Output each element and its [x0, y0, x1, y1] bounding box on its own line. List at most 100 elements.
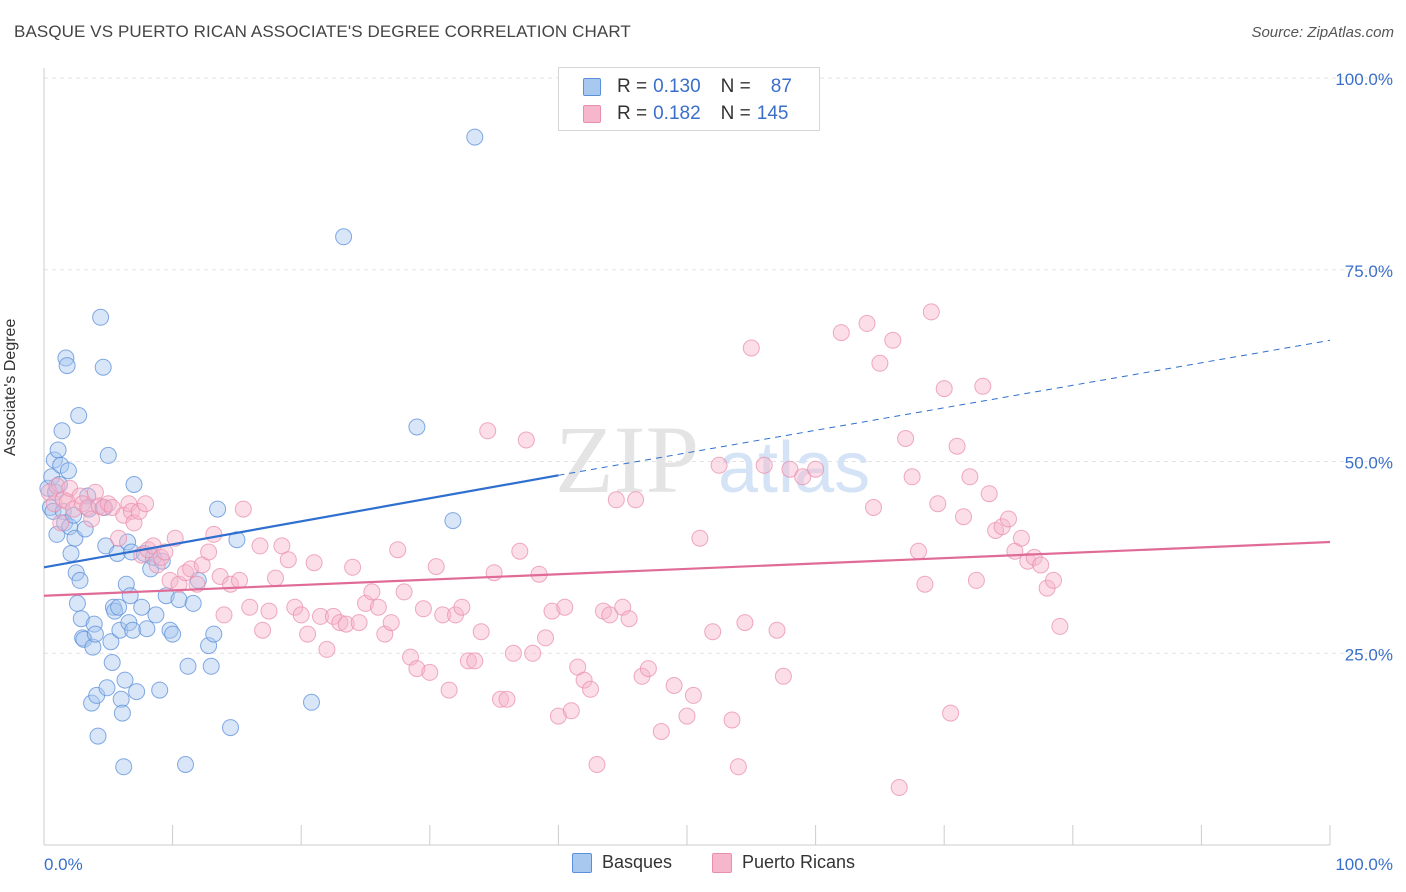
basque-point [209, 500, 227, 518]
basque-point [76, 520, 94, 538]
watermark-zip: ZIP [555, 406, 699, 513]
basques-trend-extension [558, 339, 1331, 476]
puerto-rican-point [665, 677, 683, 694]
basque-point [179, 657, 197, 675]
puerto-rican-point [884, 331, 902, 349]
basque-point [53, 422, 71, 440]
x-tick-label-100: 100.0% [1335, 855, 1393, 874]
puerto-rican-point [897, 430, 915, 447]
puerto-rican-point [453, 598, 471, 616]
puerto-rican-point [485, 564, 503, 582]
puerto-rican-point [974, 377, 992, 395]
legend-row-puerto-ricans: R = 0.182 N = 145 [583, 102, 788, 126]
basque-point [102, 633, 120, 651]
puerto-rican-point [492, 690, 509, 708]
puerto-ricans-swatch [583, 105, 601, 123]
basque-point [138, 620, 156, 638]
basque-point [466, 128, 484, 146]
basques-legend-swatch [572, 852, 592, 873]
puerto-rican-point [479, 422, 497, 440]
puerto-rican-point [408, 660, 426, 678]
basque-point [116, 671, 134, 689]
puerto-rican-point [1051, 617, 1069, 635]
basque-point [70, 407, 88, 424]
puerto-rican-point [556, 598, 574, 616]
basque-point [103, 654, 121, 671]
puerto-rican-point [161, 571, 179, 589]
y-tick-label-100: 100.0% [1335, 70, 1393, 89]
puerto-rican-point [48, 477, 66, 495]
puerto-rican-point [865, 499, 882, 516]
puerto-ricans-legend-swatch [712, 852, 732, 873]
puerto-rican-point [52, 514, 70, 532]
puerto-rican-point [1032, 556, 1050, 574]
puerto-rican-point [601, 606, 619, 624]
puerto-rican-point [267, 569, 284, 587]
puerto-rican-point [582, 680, 599, 698]
puerto-rican-point [935, 380, 953, 398]
basque-point [177, 756, 194, 773]
puerto-rican-point [774, 667, 792, 685]
puerto-ricans-n-value: 145 [756, 103, 789, 124]
puerto-rican-point [45, 495, 63, 513]
basque-point [115, 758, 133, 776]
basque-point [147, 606, 165, 624]
basque-point [164, 625, 182, 643]
puerto-rican-point [627, 491, 645, 509]
puerto-rican-point [736, 614, 754, 632]
puerto-rican-point [678, 707, 696, 725]
basques-n-value: 87 [770, 76, 792, 97]
puerto-rican-point [942, 704, 960, 722]
basques-trend-line [43, 474, 559, 569]
puerto-rican-point [459, 652, 477, 670]
basque-point [65, 506, 83, 524]
source-label: Source: ZipAtlas.com [1251, 24, 1394, 41]
basque-point [67, 564, 85, 582]
basque-point [99, 446, 117, 464]
puerto-rican-point [273, 537, 291, 555]
basque-point [110, 598, 128, 616]
puerto-rican-point [549, 707, 567, 725]
puerto-rican-point [562, 702, 580, 720]
puerto-rican-point [421, 663, 439, 681]
puerto-ricans-r-value: 0.182 [653, 103, 701, 124]
puerto-ricans-legend-label: Puerto Ricans [742, 852, 856, 872]
basques-swatch [583, 78, 601, 96]
puerto-rican-point [137, 495, 155, 513]
puerto-rican-point [691, 529, 709, 547]
puerto-rican-point [363, 583, 381, 601]
basque-point [335, 228, 353, 246]
basques-legend-label: Basques [602, 852, 673, 872]
basque-point [124, 621, 142, 639]
puerto-rican-point [241, 598, 259, 616]
puerto-rican-point [331, 614, 349, 632]
puerto-rican-point [781, 460, 799, 478]
puerto-rican-point [215, 606, 233, 624]
puerto-rican-point [524, 644, 542, 662]
puerto-rican-point [922, 303, 940, 321]
basque-point [86, 625, 104, 643]
basque-point [89, 727, 107, 745]
basque-point [62, 545, 80, 562]
puerto-rican-point [948, 437, 966, 455]
puerto-rican-point [414, 600, 432, 618]
puerto-rican-point [768, 621, 786, 639]
puerto-rican-point [369, 598, 387, 616]
y-tick-label-75: 75.0% [1345, 262, 1393, 281]
legend-row-basques: R = 0.130 N = 87 [583, 75, 792, 99]
r-label: R = [617, 76, 648, 97]
puerto-rican-point [504, 644, 522, 662]
puerto-rican-point [110, 529, 128, 547]
correlation-legend: R = 0.130 N = 87 R = 0.182 N = 145 [558, 67, 820, 131]
puerto-rican-point [260, 602, 278, 620]
basque-point [408, 418, 426, 436]
puerto-rican-point [299, 625, 317, 643]
puerto-rican-point [517, 431, 535, 449]
x-tick-label-0: 0.0% [44, 855, 83, 874]
puerto-rican-point [929, 495, 947, 513]
puerto-rican-point [710, 456, 728, 474]
basques-r-value: 0.130 [653, 76, 701, 97]
puerto-rican-point [344, 558, 362, 576]
puerto-rican-point [537, 629, 554, 647]
